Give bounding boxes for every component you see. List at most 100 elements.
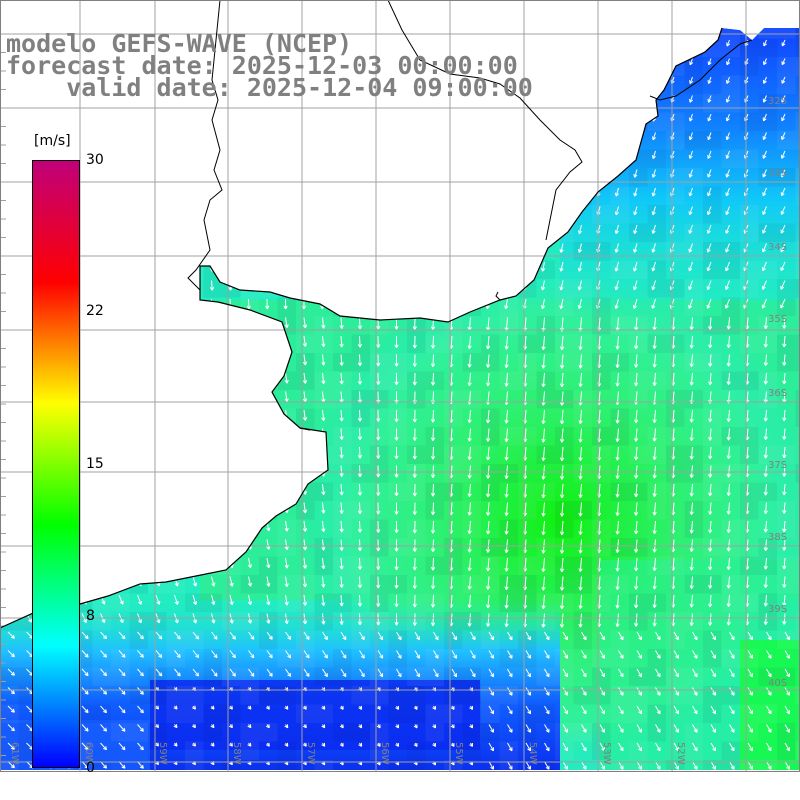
grid-cell [555, 667, 574, 686]
grid-cell [351, 334, 370, 353]
grid-cell [610, 538, 629, 557]
wind-arrow [486, 335, 491, 350]
grid-cell [721, 38, 740, 57]
wind-arrow [229, 631, 236, 640]
grid-cell [703, 538, 722, 557]
wind-arrow [81, 705, 89, 714]
wind-arrow [100, 668, 108, 677]
grid-cell [462, 723, 481, 742]
grid-cell [462, 686, 481, 705]
wind-arrow [544, 631, 550, 641]
wind-arrow [321, 613, 326, 625]
grid-cell [684, 390, 703, 409]
grid-cell [647, 593, 666, 612]
wind-arrow [430, 594, 436, 608]
wind-arrow [302, 705, 307, 710]
grid-cell [481, 482, 500, 501]
grid-cell [777, 501, 796, 520]
wind-arrow [394, 520, 399, 534]
wind-arrow [394, 409, 399, 423]
wind-arrow [413, 705, 418, 710]
grid-cell [462, 741, 481, 760]
wind-arrow [302, 557, 308, 569]
grid-cell [684, 297, 703, 316]
wind-arrow [504, 557, 509, 572]
wind-arrow [321, 724, 326, 729]
wind-arrow [486, 594, 491, 609]
grid-cell [592, 723, 611, 742]
longitude-label: 57W [305, 742, 316, 765]
wind-arrow [357, 409, 363, 422]
grid-cell [444, 612, 463, 631]
grid-cell [462, 445, 481, 464]
wind-arrow [266, 557, 271, 569]
wind-arrow [321, 409, 326, 422]
grid-cell [370, 723, 389, 742]
grid-cell [777, 723, 796, 742]
grid-cell [647, 371, 666, 390]
grid-cell [684, 131, 703, 150]
wind-arrow [357, 557, 363, 570]
grid-cell [444, 704, 463, 723]
grid-cell [388, 630, 407, 649]
latitude-label: 39S [768, 604, 787, 615]
grid-cell [610, 686, 629, 705]
grid-cell [666, 760, 685, 770]
grid-cell [481, 723, 500, 742]
wind-arrow [209, 280, 215, 291]
wind-arrow [137, 742, 144, 751]
grid-cell [259, 723, 278, 742]
wind-arrow [451, 668, 457, 678]
grid-cell [407, 334, 426, 353]
wind-arrow [469, 705, 473, 710]
wind-arrow [578, 576, 583, 591]
grid-cell [296, 704, 315, 723]
wind-arrow [430, 409, 436, 423]
grid-cell [444, 556, 463, 575]
grid-cell [444, 667, 463, 686]
grid-cell [111, 649, 130, 668]
grid-cell [481, 686, 500, 705]
grid-cell [610, 408, 629, 427]
wind-arrow [357, 335, 363, 348]
grid-cell [703, 131, 722, 150]
grid-cell [499, 427, 518, 446]
grid-cell [573, 686, 592, 705]
grid-cell [740, 371, 759, 390]
grid-cell [407, 686, 426, 705]
wind-arrow [303, 668, 310, 677]
wind-arrow [469, 742, 473, 747]
wind-arrow [7, 631, 15, 639]
wind-arrow [322, 668, 328, 677]
grid-cell [592, 649, 611, 668]
wind-arrow [100, 724, 108, 732]
grid-cell [407, 519, 426, 538]
wind-arrow [357, 483, 363, 496]
grid-cell [425, 556, 444, 575]
wind-arrow [155, 668, 163, 677]
grid-cell [462, 575, 481, 594]
wind-arrow [504, 520, 509, 535]
grid-cell [684, 353, 703, 372]
wind-arrow [302, 613, 308, 625]
wind-arrow [525, 687, 531, 696]
wind-arrow [321, 372, 326, 385]
grid-cell [703, 464, 722, 483]
grid-cell [647, 279, 666, 298]
wind-arrow [302, 724, 307, 729]
grid-cell [684, 57, 703, 76]
wind-arrow [81, 724, 89, 732]
wind-arrow [339, 742, 344, 747]
grid-cell [555, 334, 574, 353]
grid-cell [499, 538, 518, 557]
wind-arrow [118, 650, 126, 658]
grid-cell [573, 334, 592, 353]
wind-arrow [581, 705, 587, 715]
grid-cell [333, 575, 352, 594]
longitude-label: 55W [453, 742, 464, 765]
wind-arrow [467, 613, 472, 627]
wind-arrow [412, 428, 417, 441]
grid-cell [740, 760, 759, 770]
wind-arrow [211, 650, 218, 659]
wind-arrow [118, 631, 126, 640]
